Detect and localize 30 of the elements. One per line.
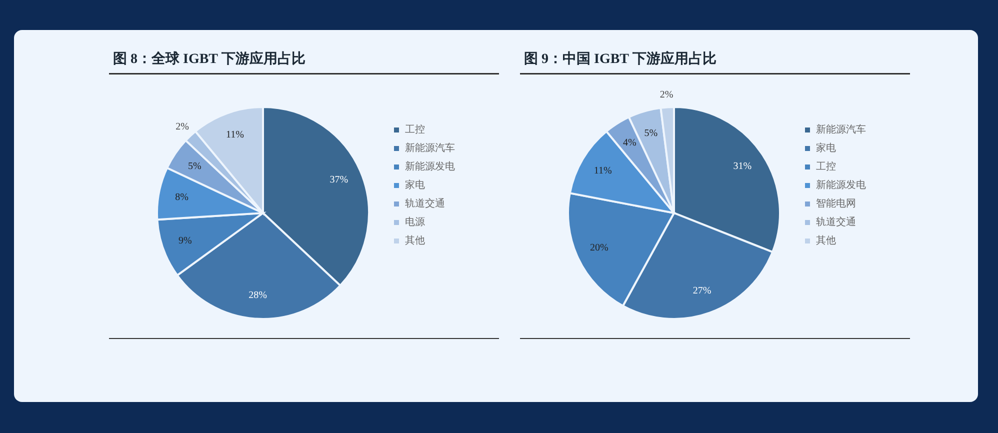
legend-label: 家电 bbox=[405, 179, 425, 191]
legend-label: 新能源汽车 bbox=[816, 124, 866, 136]
legend-label: 新能源发电 bbox=[816, 179, 866, 191]
legend-label: 工控 bbox=[405, 124, 425, 136]
legend-label: 电源 bbox=[405, 216, 425, 228]
data-label: 8% bbox=[175, 192, 188, 204]
data-label: 11% bbox=[594, 165, 612, 176]
legend-label: 其他 bbox=[816, 234, 836, 246]
data-label: 37% bbox=[330, 174, 348, 186]
data-label: 31% bbox=[733, 161, 752, 172]
legend-label: 轨道交通 bbox=[816, 216, 856, 228]
legend-label: 家电 bbox=[816, 142, 836, 154]
chart-title: 图 9：中国 IGBT 下游应用占比 bbox=[524, 50, 716, 67]
legend-label: 新能源发电 bbox=[405, 160, 455, 172]
chart-title: 图 8：全球 IGBT 下游应用占比 bbox=[113, 50, 306, 67]
data-label: 11% bbox=[226, 130, 244, 141]
legend-label: 新能源汽车 bbox=[405, 142, 455, 154]
data-label: 20% bbox=[590, 242, 608, 254]
legend-label: 工控 bbox=[816, 160, 836, 172]
data-label: 4% bbox=[623, 138, 636, 149]
data-label: 9% bbox=[178, 236, 192, 247]
data-label: 27% bbox=[692, 285, 712, 296]
data-label: 2% bbox=[176, 121, 189, 132]
data-label: 5% bbox=[644, 128, 658, 140]
data-label: 2% bbox=[660, 90, 674, 101]
data-label: 5% bbox=[188, 161, 202, 172]
data-label: 28% bbox=[248, 290, 267, 302]
legend-label: 智能电网 bbox=[816, 198, 856, 210]
legend-label: 轨道交通 bbox=[405, 198, 445, 210]
legend-label: 其他 bbox=[405, 234, 425, 246]
